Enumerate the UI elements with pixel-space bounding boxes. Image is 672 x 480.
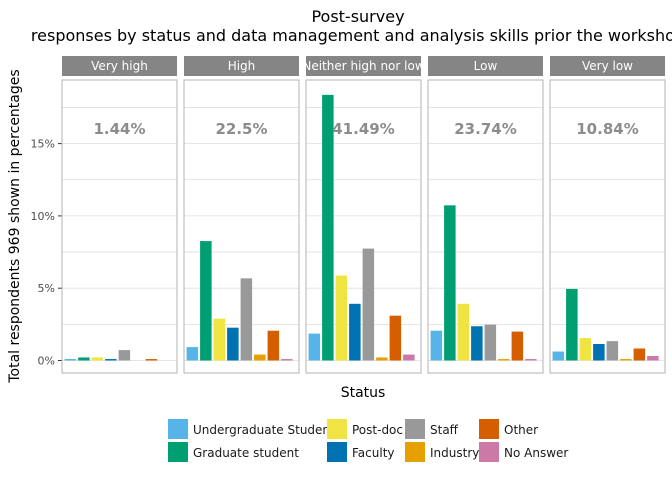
bar — [579, 338, 592, 361]
bar — [267, 330, 280, 361]
chart-title-line2: responses by status and data management … — [31, 26, 672, 45]
facet-panel: Very low 10.84% — [549, 56, 666, 374]
y-tick-label: 10% — [31, 210, 55, 223]
bar — [200, 241, 212, 361]
legend-item: Graduate student — [168, 442, 299, 462]
facet-strip — [184, 56, 299, 76]
facet-panel: High 22.5% — [183, 56, 300, 374]
panel-border — [183, 79, 300, 374]
facet-strip-label: Neither high nor low — [302, 59, 424, 73]
facet-strip-label: Very high — [91, 59, 148, 73]
legend-item: Post-doc — [327, 419, 403, 439]
legend-item: No Answer — [479, 442, 568, 462]
bar — [620, 359, 632, 361]
legend-swatch — [405, 442, 425, 462]
legend-label: Post-doc — [352, 423, 403, 437]
facet-strip — [428, 56, 543, 76]
bar — [254, 354, 266, 361]
bar — [403, 354, 415, 361]
bar — [213, 318, 226, 361]
bar — [511, 331, 524, 361]
facet-panel: Neither high nor low 41.49% — [302, 56, 425, 374]
bar — [349, 303, 361, 361]
bar — [118, 350, 131, 361]
panel-total-label: 1.44% — [93, 120, 145, 138]
facet-strip-label: High — [228, 59, 256, 73]
panel-border — [549, 79, 666, 374]
legend-label: Other — [504, 423, 538, 437]
panel-border — [427, 79, 544, 374]
x-axis-title: Status — [341, 385, 386, 401]
bar — [457, 303, 470, 361]
bar — [227, 327, 239, 361]
legend-swatch — [168, 419, 188, 439]
bar — [471, 326, 483, 361]
legend-swatch — [479, 419, 499, 439]
panel-total-label: 10.84% — [576, 120, 638, 138]
facet-strip-label: Low — [474, 59, 498, 73]
facet-panel: Low 23.74% — [427, 56, 544, 374]
panel-total-label: 23.74% — [454, 120, 516, 138]
panel-total-label: 22.5% — [215, 120, 267, 138]
bar — [281, 359, 293, 361]
chart-title-line1: Post-survey — [311, 7, 404, 26]
bar — [606, 341, 619, 361]
y-tick-label: 0% — [38, 355, 55, 368]
bar — [105, 359, 117, 361]
y-axis: 0% 5% 10% 15% — [31, 138, 62, 368]
legend-item: Undergraduate Student — [168, 419, 335, 439]
bar — [240, 278, 253, 361]
bar — [647, 356, 659, 361]
facet-strip — [62, 56, 177, 76]
legend: Undergraduate Student Graduate student Pos… — [168, 419, 568, 462]
panel-border — [61, 79, 178, 374]
bar — [525, 359, 537, 361]
legend-swatch — [479, 442, 499, 462]
legend-swatch — [327, 419, 347, 439]
bar — [593, 344, 605, 361]
panel-total-label: 41.49% — [332, 120, 394, 138]
bar — [498, 359, 510, 361]
bar — [389, 315, 402, 361]
bar — [322, 94, 334, 361]
bar — [376, 357, 388, 361]
bar — [91, 357, 104, 361]
bar — [633, 348, 646, 361]
legend-label: Graduate student — [193, 446, 299, 460]
legend-swatch — [405, 419, 425, 439]
facet-panels: Very high 1.44% High 22.5% Neither high nor … — [61, 56, 666, 374]
legend-label: Undergraduate Student — [193, 423, 335, 437]
bar — [484, 324, 497, 361]
bar — [186, 347, 199, 361]
y-tick-label: 15% — [31, 138, 55, 151]
legend-label: No Answer — [504, 446, 568, 460]
legend-label: Industry — [430, 446, 479, 460]
bar — [308, 333, 321, 361]
bar — [430, 330, 443, 361]
legend-item: Staff — [405, 419, 459, 439]
legend-label: Faculty — [352, 446, 395, 460]
bar — [145, 359, 158, 361]
facet-strip — [306, 56, 421, 76]
facet-strip — [550, 56, 665, 76]
legend-swatch — [168, 442, 188, 462]
bar — [78, 357, 90, 361]
bar — [552, 351, 565, 361]
legend-item: Other — [479, 419, 538, 439]
y-tick-label: 5% — [38, 282, 55, 295]
facet-panel: Very high 1.44% — [61, 56, 178, 374]
bar — [362, 248, 375, 361]
bar — [64, 359, 77, 361]
bar — [444, 205, 456, 361]
legend-label: Staff — [430, 423, 459, 437]
legend-swatch — [327, 442, 347, 462]
y-axis-title: Total respondents 969 shown in percentag… — [7, 69, 23, 383]
facet-strip-label: Very low — [582, 59, 633, 73]
panel-border — [305, 79, 422, 374]
legend-item: Industry — [405, 442, 479, 462]
legend-item: Faculty — [327, 442, 395, 462]
bar — [566, 288, 578, 361]
bar — [335, 275, 348, 361]
